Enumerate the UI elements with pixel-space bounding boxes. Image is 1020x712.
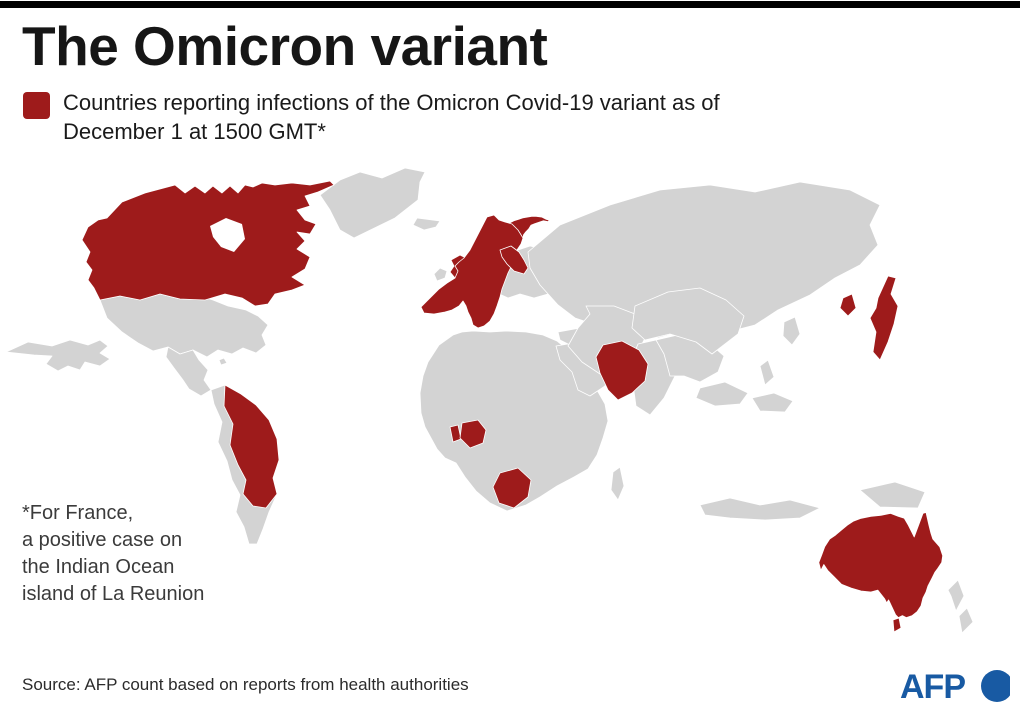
- svg-text:AFP: AFP: [900, 668, 965, 706]
